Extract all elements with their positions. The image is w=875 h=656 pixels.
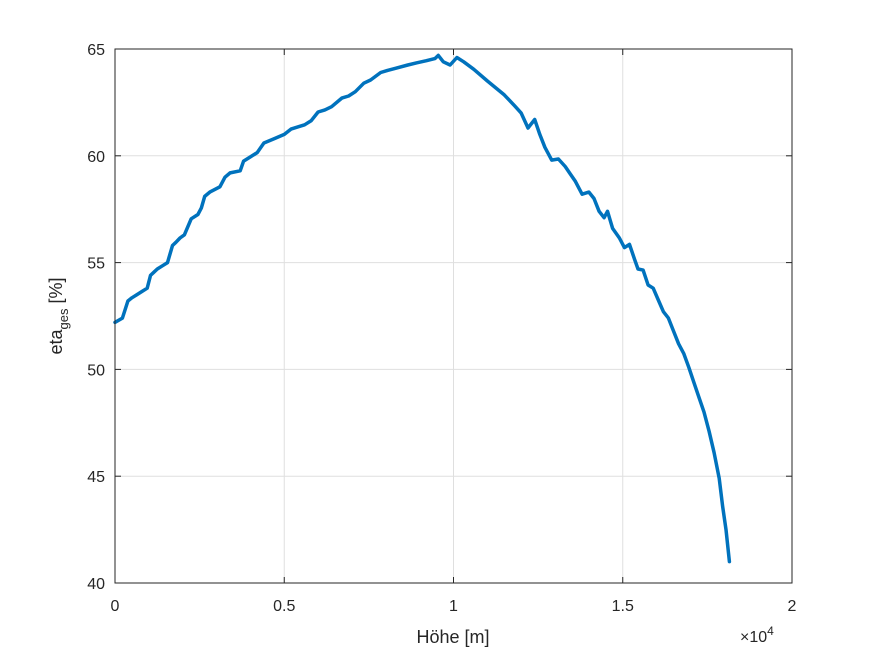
x-axis-multiplier: ×104 — [740, 624, 774, 646]
x-tick-label: 0 — [111, 598, 120, 615]
x-tick-label: 1 — [449, 598, 458, 615]
y-axis-label: etages [%] — [46, 277, 71, 354]
x-axis-multiplier-base: ×10 — [740, 629, 767, 646]
y-tick-label: 60 — [87, 149, 105, 166]
series-line-eta-ges — [113, 53, 732, 564]
y-axis-label-subscript: ges — [56, 308, 71, 329]
y-tick-label: 50 — [87, 362, 105, 379]
x-axis-label: Höhe [m] — [416, 627, 489, 647]
y-tick-label: 45 — [87, 469, 105, 486]
x-tick-label: 2 — [788, 598, 797, 615]
x-tick-label: 1.5 — [612, 598, 634, 615]
x-axis-multiplier-exponent: 4 — [767, 624, 774, 638]
tick-labels: 0 0.5 1 1.5 2 40 45 50 55 60 65 — [87, 42, 796, 615]
ticks — [114, 48, 793, 584]
y-tick-label: 55 — [87, 256, 105, 273]
y-axis-label-main: eta — [46, 329, 66, 355]
x-tick-label: 0.5 — [273, 598, 295, 615]
y-axis-label-unit: [%] — [46, 277, 66, 303]
y-tick-label: 40 — [87, 576, 105, 593]
y-tick-label: 65 — [87, 42, 105, 59]
